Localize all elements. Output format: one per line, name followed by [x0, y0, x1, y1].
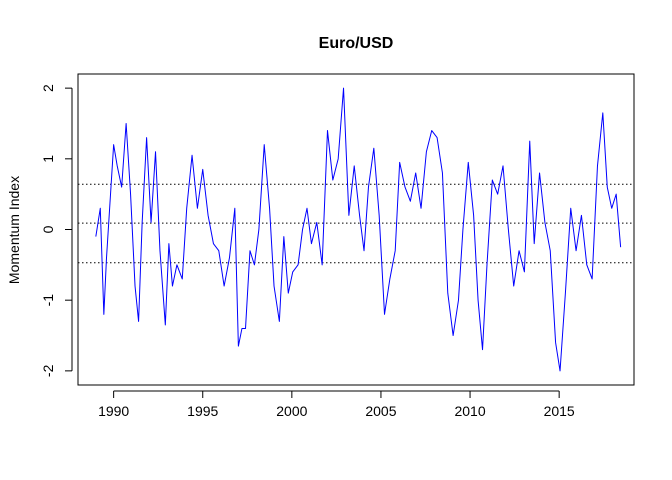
y-tick-label: -1	[40, 294, 56, 307]
series-line-1	[95, 87, 622, 372]
x-tick-label: 2015	[544, 403, 575, 419]
x-tick-label: 2000	[276, 403, 307, 419]
plot-frame	[77, 73, 635, 386]
y-tick-label: 0	[40, 225, 56, 233]
y-tick-label: 1	[40, 155, 56, 163]
x-tick-label: 1990	[98, 403, 129, 419]
chart-title: Euro/USD	[319, 35, 394, 52]
series-layer	[95, 87, 622, 372]
y-tick-label: -2	[40, 364, 56, 377]
x-tick-label: 2010	[454, 403, 485, 419]
y-axis-label: Momentum Index	[6, 176, 22, 284]
x-axis: 1990 1995 2000 2005 2010 2015	[98, 390, 575, 419]
x-tick-label: 2005	[365, 403, 396, 419]
y-axis: -2 -1 0 1 2	[40, 84, 73, 377]
y-tick-label: 2	[40, 84, 56, 92]
x-tick-label: 1995	[187, 403, 218, 419]
